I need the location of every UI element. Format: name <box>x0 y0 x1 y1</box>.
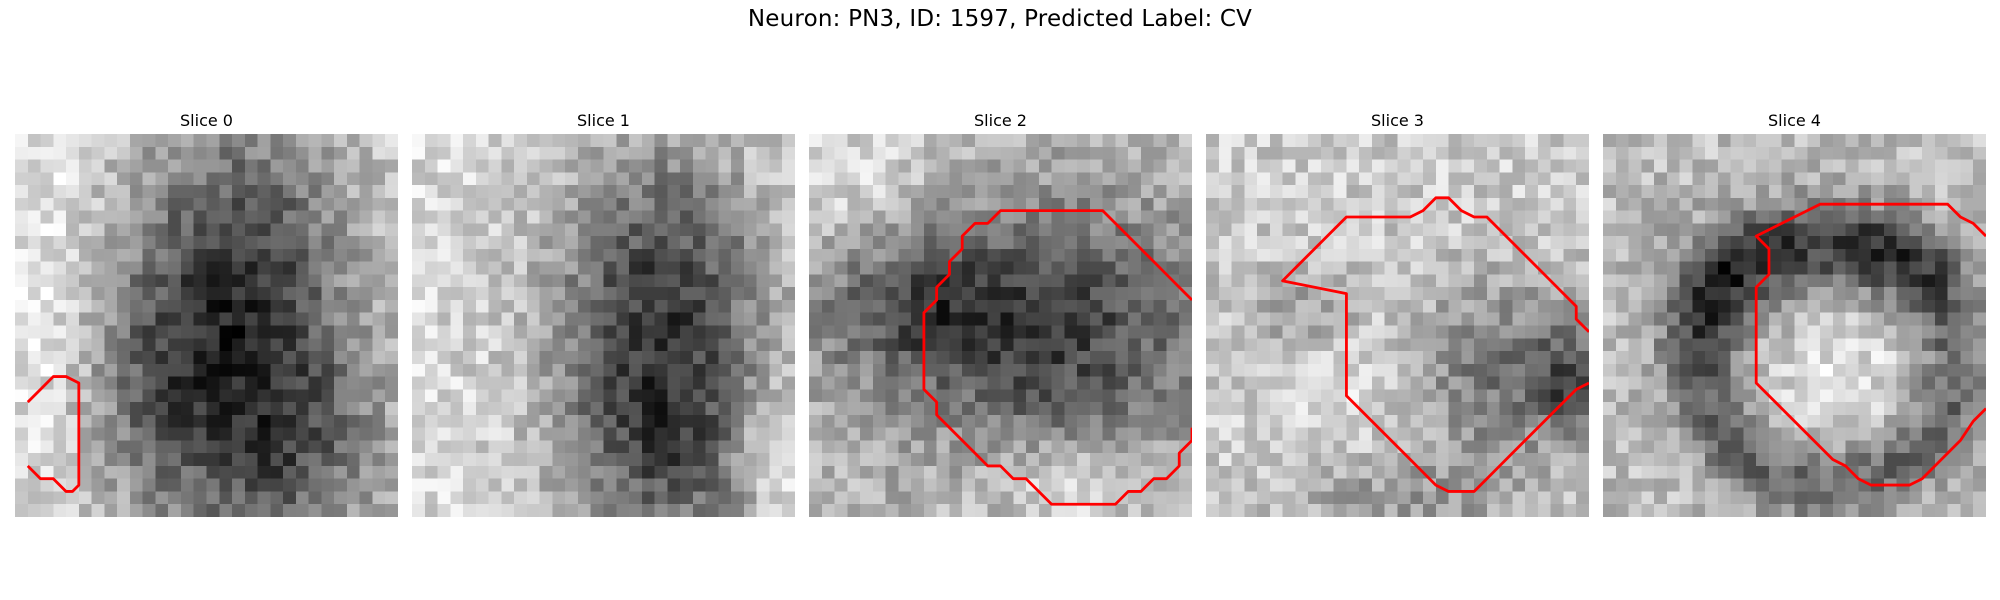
slice-panel-3: Slice 3 <box>1206 108 1589 517</box>
slice-panel-4: Slice 4 <box>1603 108 1986 517</box>
slice-image <box>809 134 1192 517</box>
slice-panel-2: Slice 2 <box>809 108 1192 517</box>
figure-title: Neuron: PN3, ID: 1597, Predicted Label: … <box>747 6 1253 32</box>
slice-panel-1: Slice 1 <box>412 108 795 517</box>
pixel-grid <box>1603 134 1986 517</box>
slice-image <box>1206 134 1589 517</box>
slice-title: Slice 3 <box>1371 111 1424 130</box>
pixel-grid <box>412 134 795 517</box>
contour-line <box>26 375 81 493</box>
slice-panel-0: Slice 0 <box>15 108 398 517</box>
slice-title: Slice 4 <box>1768 111 1821 130</box>
pixel-grid <box>15 134 398 517</box>
contour-line <box>1754 202 1986 487</box>
slice-title: Slice 1 <box>577 111 630 130</box>
slice-image <box>15 134 398 517</box>
pixel-grid <box>1206 134 1589 517</box>
slice-title: Slice 0 <box>180 111 233 130</box>
slice-image <box>412 134 795 517</box>
contour-line <box>922 209 1192 506</box>
slice-image <box>1603 134 1986 517</box>
pixel-grid <box>809 134 1192 517</box>
slice-title: Slice 2 <box>974 111 1027 130</box>
contour-line <box>1281 196 1589 493</box>
